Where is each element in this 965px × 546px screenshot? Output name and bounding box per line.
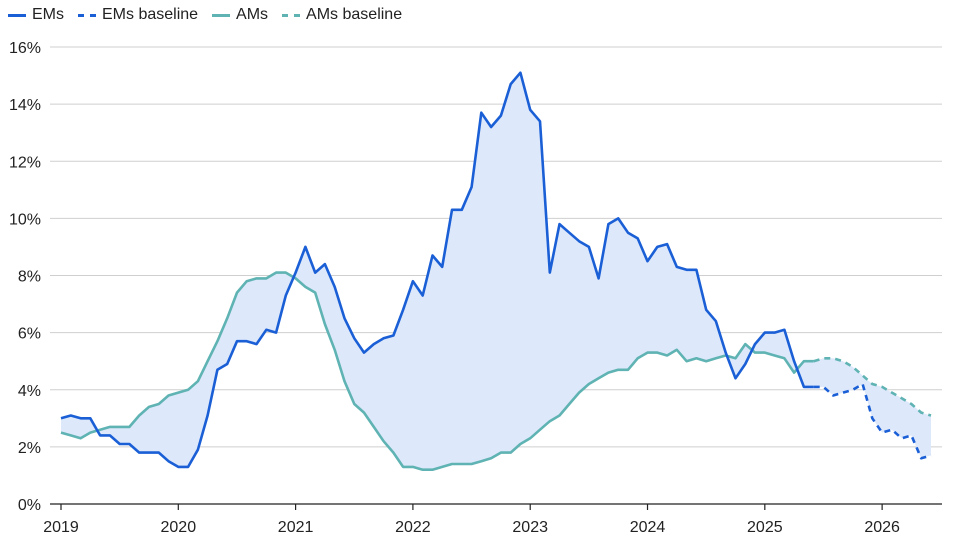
shaded-gap-area	[61, 72, 931, 470]
legend-swatch-ems	[8, 13, 26, 17]
legend-swatch-ams-baseline	[282, 13, 301, 17]
y-tick-label: 14%	[9, 97, 41, 114]
legend-label-ems-baseline: EMs baseline	[102, 6, 199, 23]
y-tick-label: 12%	[9, 154, 41, 171]
legend-swatch-ems-baseline	[78, 13, 96, 17]
y-tick-label: 16%	[9, 40, 41, 57]
legend-swatch-ams	[212, 13, 231, 17]
legend-item-ems: EMs	[8, 6, 64, 24]
x-tick-label: 2026	[864, 519, 900, 536]
gap-fill	[61, 72, 931, 470]
ems-line	[60, 71, 814, 469]
legend: EMs EMs baseline AMs AMs baseline	[8, 3, 416, 27]
x-tick-label: 2022	[395, 519, 431, 536]
series-lines	[60, 71, 932, 471]
legend-item-ams-baseline: AMs baseline	[282, 6, 402, 24]
x-tick-label: 2021	[278, 519, 314, 536]
y-tick-label: 6%	[18, 326, 41, 343]
legend-item-ams: AMs	[212, 6, 268, 24]
tick-labels: 0% 2% 4% 6% 8% 10% 12% 14% 16% 2019 2020 2021 2022 20…	[9, 40, 900, 536]
y-tick-label: 2%	[18, 440, 41, 457]
legend-label-ams: AMs	[236, 6, 269, 23]
x-tick-label: 2019	[43, 519, 79, 536]
ams-baseline-line	[813, 357, 932, 417]
x-tick-label: 2025	[747, 519, 783, 536]
x-tick-label: 2020	[161, 519, 197, 536]
y-tick-label: 10%	[9, 211, 41, 228]
x-tick-label: 2023	[512, 519, 548, 536]
x-tick-label: 2024	[630, 519, 666, 536]
x-axis	[50, 503, 942, 510]
legend-label-ams-baseline: AMs baseline	[306, 6, 403, 23]
ams-line	[60, 271, 814, 471]
y-tick-label: 0%	[18, 497, 41, 514]
y-tick-label: 8%	[18, 269, 41, 286]
ems-baseline-line	[813, 382, 932, 460]
y-tick-label: 4%	[18, 383, 41, 400]
legend-label-ems: EMs	[32, 6, 64, 23]
legend-item-ems-baseline: EMs baseline	[78, 6, 198, 24]
